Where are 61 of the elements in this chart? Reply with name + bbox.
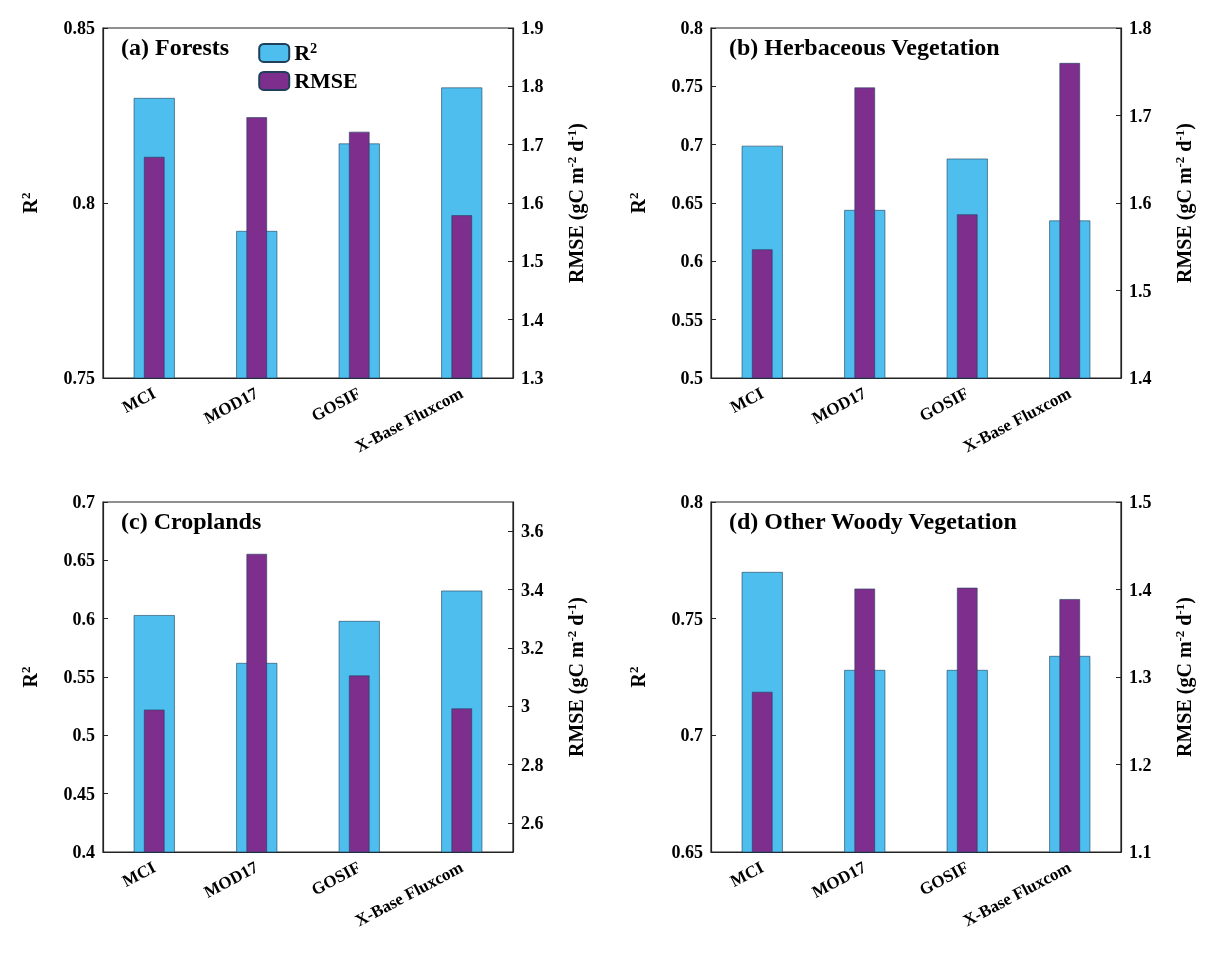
y2-tick-label: 1.5 (521, 251, 544, 272)
y-tick-label: 0.6 (72, 608, 95, 629)
y2-tick-label: 1.4 (1129, 579, 1152, 600)
chart-title: (b) Herbaceous Vegetation (729, 34, 1000, 60)
y2-tick-label: 1.7 (1129, 105, 1152, 126)
x-tick-label: MCI (118, 857, 160, 891)
y2-tick-label: 1.5 (1129, 492, 1152, 512)
y-tick-label: 0.65 (671, 193, 703, 213)
y2-tick-label: 1.6 (521, 193, 544, 213)
y2-tick-label: 1.8 (1129, 18, 1152, 38)
y-tick-label: 0.45 (63, 783, 95, 804)
y2-axis-title: RMSE (gC m-2 d-1) (1172, 123, 1196, 283)
y2-tick-label: 1.1 (1129, 842, 1152, 862)
y2-tick-label: 1.5 (1129, 280, 1152, 301)
y2-tick-label: 1.2 (1129, 754, 1152, 775)
y-tick-label: 0.85 (63, 18, 95, 38)
y-tick-label: 0.75 (671, 608, 703, 629)
y-tick-label: 0.8 (680, 18, 703, 38)
y-tick-label: 0.7 (680, 725, 703, 746)
y2-tick-label: 3 (521, 696, 530, 717)
y2-axis-title: RMSE (gC m-2 d-1) (564, 123, 588, 283)
y2-tick-label: 1.4 (521, 309, 544, 330)
y2-tick-label: 1.3 (1129, 667, 1152, 687)
y2-tick-label: 2.6 (521, 812, 544, 833)
y2-tick-label: 1.3 (521, 368, 544, 388)
y-tick-label: 0.5 (680, 368, 703, 388)
chart-title: (c) Croplands (121, 508, 262, 534)
y-tick-label: 0.75 (63, 368, 95, 388)
x-tick-label: MCI (118, 383, 160, 417)
y-tick-label: 0.65 (63, 550, 95, 571)
y-tick-label: 0.75 (671, 76, 703, 97)
y-tick-label: 0.4 (72, 842, 95, 862)
y2-tick-label: 3.4 (521, 579, 544, 600)
y2-tick-label: 1.9 (521, 18, 544, 38)
y2-axis-title: RMSE (gC m-2 d-1) (1172, 597, 1196, 757)
y2-tick-label: 1.4 (1129, 368, 1152, 388)
y-tick-label: 0.8 (680, 492, 703, 512)
y-tick-label: 0.55 (63, 667, 95, 687)
legend-label: RMSE (294, 68, 358, 94)
chart-title: (a) Forests (121, 34, 230, 60)
y2-tick-label: 2.8 (521, 754, 544, 775)
y-tick-label: 0.8 (72, 193, 95, 213)
y-axis-title: R2 (18, 192, 41, 214)
y2-tick-label: 1.7 (521, 134, 544, 155)
y2-axis-title: RMSE (gC m-2 d-1) (564, 597, 588, 757)
y-tick-label: 0.55 (671, 309, 703, 330)
x-tick-label: MCI (726, 383, 768, 417)
y-axis-title: R2 (626, 192, 649, 214)
y-axis-title: R2 (18, 666, 41, 688)
y2-tick-label: 3.6 (521, 521, 544, 542)
y-axis-title: R2 (626, 666, 649, 688)
y-tick-label: 0.5 (72, 725, 95, 746)
y-tick-label: 0.7 (72, 492, 95, 512)
y2-tick-label: 1.6 (1129, 193, 1152, 213)
y-tick-label: 0.7 (680, 134, 703, 155)
y2-tick-label: 1.8 (521, 76, 544, 97)
y-tick-label: 0.6 (680, 251, 703, 272)
y2-tick-label: 3.2 (521, 637, 544, 658)
x-tick-label: MCI (726, 857, 768, 891)
y-tick-label: 0.65 (671, 842, 703, 862)
chart-title: (d) Other Woody Vegetation (729, 508, 1017, 534)
